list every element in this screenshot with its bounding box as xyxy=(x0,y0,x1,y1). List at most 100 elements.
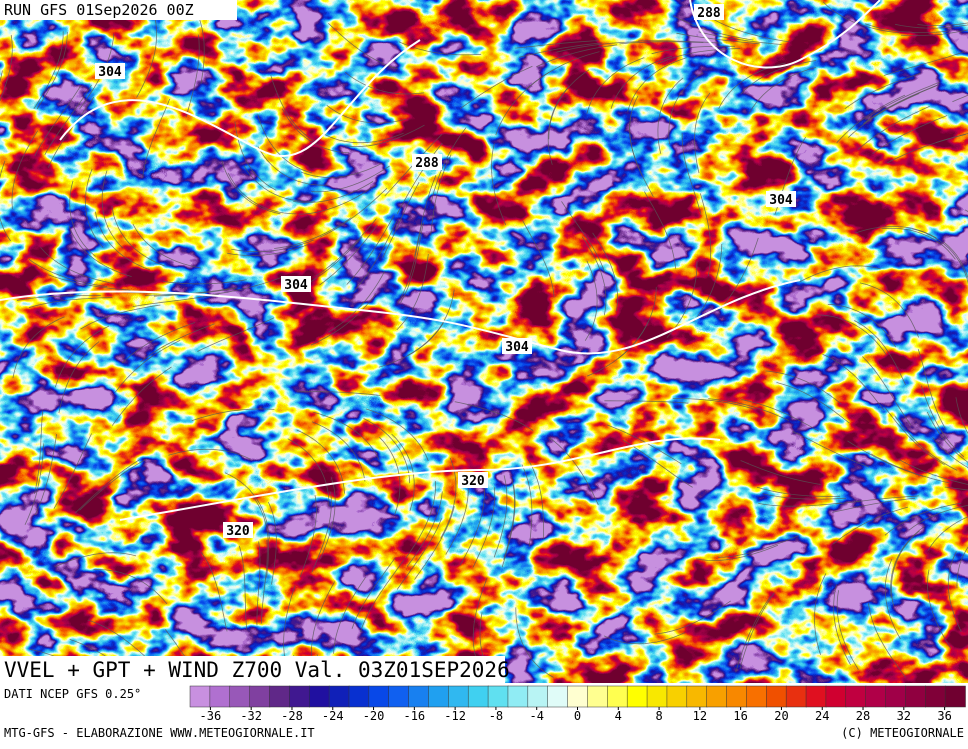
map-area: 304 288 288 304 304 304 320 320 xyxy=(0,0,968,683)
colorbar-cell xyxy=(428,685,450,708)
streamline xyxy=(748,67,817,115)
streamline xyxy=(864,23,949,34)
streamline xyxy=(34,410,44,494)
streamline xyxy=(121,322,196,364)
streamline xyxy=(883,51,965,76)
streamline xyxy=(693,243,723,322)
streamline xyxy=(69,180,96,257)
streamline xyxy=(739,592,775,669)
streamline xyxy=(283,585,296,668)
streamline xyxy=(445,475,469,555)
streamline xyxy=(430,154,452,236)
contour-label-box xyxy=(502,338,532,354)
streamline xyxy=(301,162,383,178)
streamline xyxy=(239,545,248,630)
colorbar-tick-label: 16 xyxy=(733,709,747,723)
streamline xyxy=(519,42,602,58)
streamline xyxy=(54,325,110,388)
colorbar-tick-label: 28 xyxy=(856,709,870,723)
streamline xyxy=(352,220,398,293)
streamline xyxy=(293,181,374,203)
streamline xyxy=(36,31,68,110)
streamline xyxy=(622,439,693,488)
colorbar-cell xyxy=(448,685,469,708)
colorbar-cell xyxy=(388,685,410,708)
colorbar-cell xyxy=(547,685,569,708)
streamline xyxy=(256,541,261,626)
streamline xyxy=(379,436,401,516)
streamline xyxy=(132,223,201,269)
colorbar-tick-label: 12 xyxy=(693,709,707,723)
streamline xyxy=(397,223,423,304)
streamline xyxy=(610,55,673,109)
streamline xyxy=(472,487,496,568)
streamline xyxy=(34,434,57,516)
streamline xyxy=(884,502,962,536)
contour-label: 304 xyxy=(505,340,529,355)
streamline xyxy=(895,23,968,29)
streamline xyxy=(822,353,885,411)
streamline xyxy=(912,228,968,285)
streamline xyxy=(114,339,181,393)
streamline xyxy=(40,247,115,285)
colorbar-cell xyxy=(646,685,668,708)
streamline xyxy=(132,294,216,307)
streamline xyxy=(952,94,968,103)
streamline xyxy=(503,477,515,560)
streamline xyxy=(666,261,698,338)
streamline xyxy=(80,304,161,330)
contour-label-box xyxy=(281,276,311,292)
streamline xyxy=(814,573,827,656)
colorbar-cell xyxy=(587,685,609,708)
contour-label-box xyxy=(223,522,253,538)
streamline xyxy=(311,165,390,193)
streamline xyxy=(54,552,137,568)
streamline xyxy=(617,287,657,359)
streamline xyxy=(185,34,200,118)
streamline xyxy=(53,433,92,509)
colorbar-cell xyxy=(308,685,330,708)
colorbar-cell xyxy=(269,685,291,708)
streamline xyxy=(619,41,704,45)
streamline xyxy=(319,224,378,286)
streamline xyxy=(822,1,900,34)
streamline xyxy=(827,303,897,348)
streamline xyxy=(257,114,313,174)
streamline xyxy=(700,193,712,277)
colorbar-tick-label: 36 xyxy=(937,709,951,723)
streamline xyxy=(243,165,316,202)
contour-label: 320 xyxy=(461,474,485,489)
streamline xyxy=(718,237,759,312)
streamline xyxy=(629,95,643,177)
streamline xyxy=(299,495,317,577)
colorbar-cell xyxy=(408,685,430,708)
streamline xyxy=(231,239,314,253)
streamline xyxy=(847,93,920,138)
streamline xyxy=(708,398,789,421)
colorbar-cell xyxy=(925,685,946,708)
colorbar-cell xyxy=(865,685,887,708)
streamline xyxy=(322,132,404,144)
streamline xyxy=(257,146,328,186)
contour-line xyxy=(119,437,721,521)
streamline xyxy=(947,551,962,633)
streamline xyxy=(854,320,906,385)
contour-line xyxy=(0,279,801,355)
streamline xyxy=(603,632,686,645)
streamline xyxy=(58,341,100,414)
colorbar-cell xyxy=(845,685,867,708)
streamline xyxy=(227,172,297,215)
colorbar-cell xyxy=(706,685,728,708)
streamline xyxy=(191,408,275,422)
contour-labels: 304 288 288 304 304 304 320 320 xyxy=(95,4,796,539)
streamline xyxy=(921,385,965,458)
streamline xyxy=(857,106,930,150)
colorbar-cell xyxy=(527,685,549,708)
streamline xyxy=(799,265,881,283)
streamline xyxy=(944,486,968,491)
streamline xyxy=(396,518,442,590)
colorbar-cell xyxy=(686,685,708,708)
colorbar-cell xyxy=(944,685,966,708)
contour-label: 304 xyxy=(769,193,793,208)
colorbar-cell xyxy=(567,685,589,708)
